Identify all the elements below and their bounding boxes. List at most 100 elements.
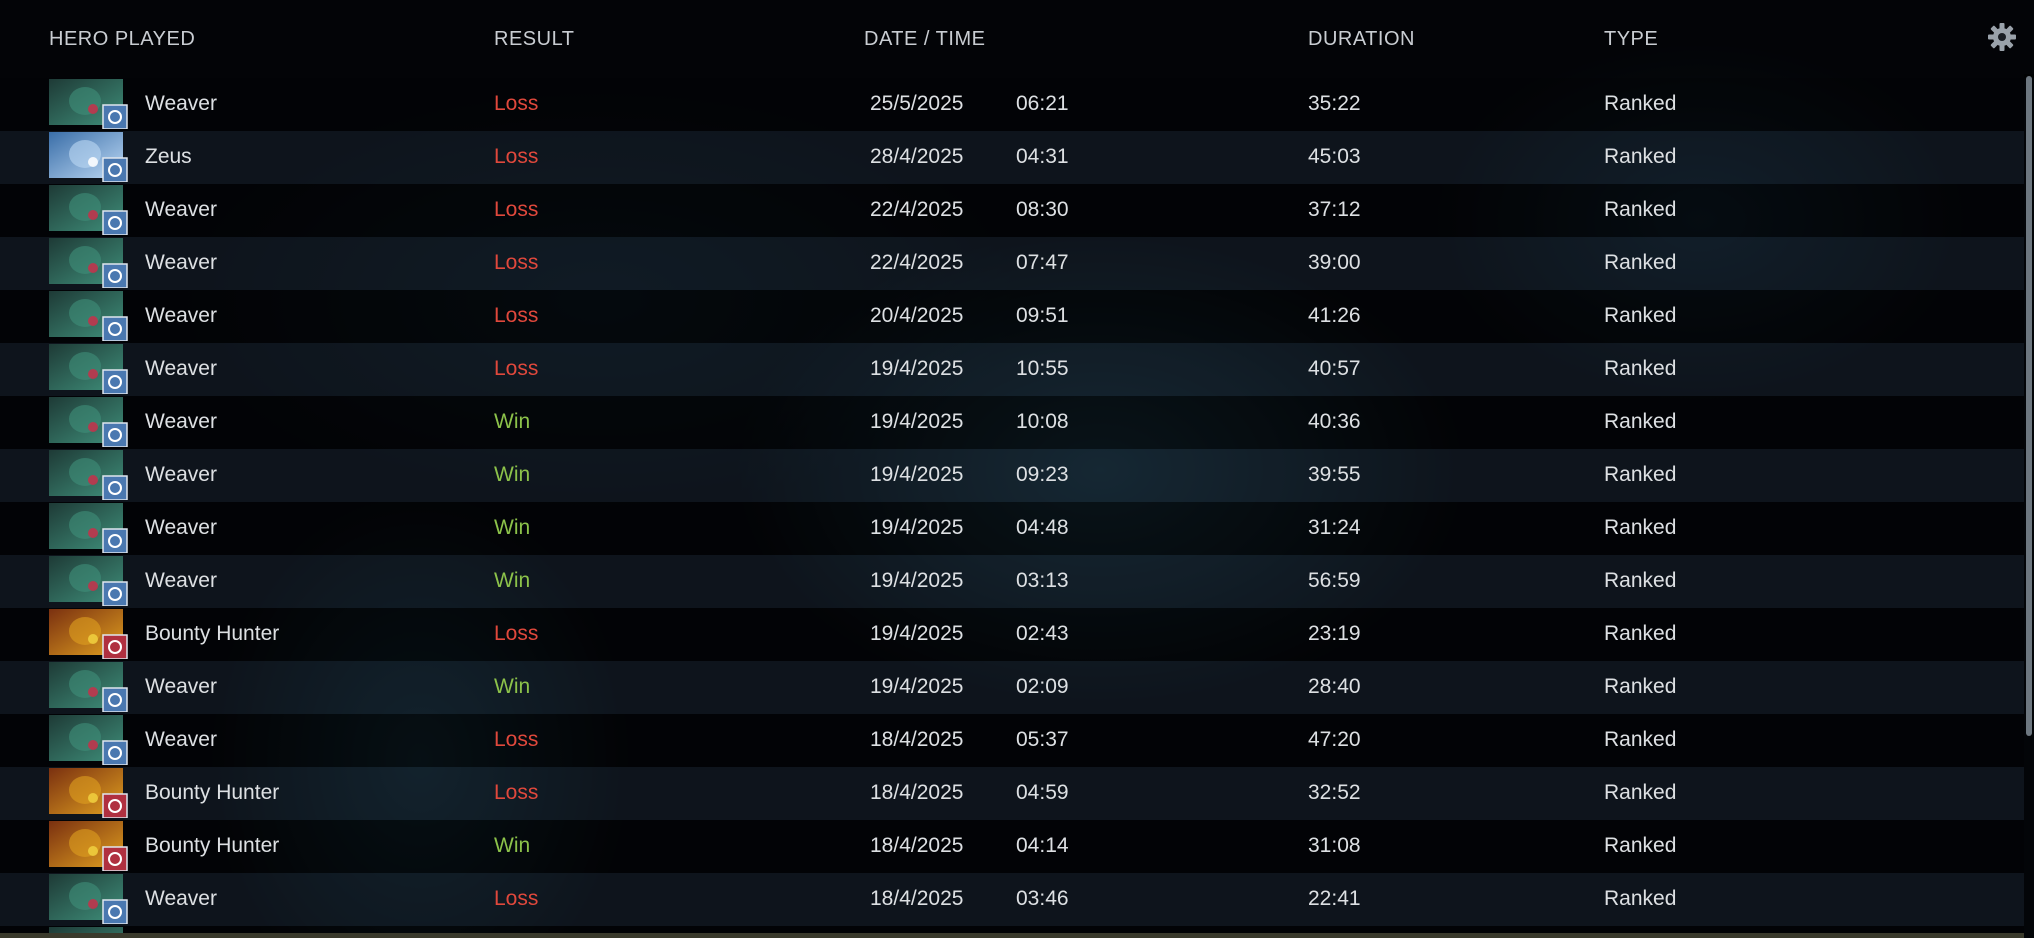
universal-attribute-icon: [102, 157, 128, 182]
match-duration: 40:36: [1308, 410, 1361, 433]
match-result: Loss: [494, 781, 539, 804]
match-time: 06:21: [1016, 92, 1069, 115]
intelligence-attribute-icon: [102, 263, 128, 288]
hero-portrait: [49, 397, 128, 447]
match-date: 19/4/2025: [870, 675, 964, 698]
match-date: 22/4/2025: [870, 198, 964, 221]
table-row[interactable]: Weaver Win 19/4/2025 04:48 31:24 Ranked: [0, 502, 2024, 555]
match-time: 02:09: [1016, 675, 1069, 698]
match-type: Ranked: [1604, 92, 1677, 115]
table-row[interactable]: Weaver Loss 18/4/2025 05:37 47:20 Ranked: [0, 714, 2024, 767]
intelligence-attribute-icon: [102, 316, 128, 341]
hero-name: Bounty Hunter: [145, 781, 280, 804]
match-time: 04:14: [1016, 834, 1069, 857]
hero-portrait: [49, 821, 128, 871]
match-time: 07:47: [1016, 251, 1069, 274]
match-result: Loss: [494, 357, 539, 380]
table-header: HERO PLAYED RESULT DATE / TIME DURATION …: [0, 0, 2034, 78]
match-duration: 37:12: [1308, 198, 1361, 221]
match-time: 03:13: [1016, 569, 1069, 592]
hero-portrait: [49, 132, 128, 182]
intelligence-attribute-icon: [102, 475, 128, 500]
match-duration: 28:40: [1308, 675, 1361, 698]
match-date: 19/4/2025: [870, 463, 964, 486]
table-row[interactable]: Weaver Win 19/4/2025 10:08 40:36 Ranked: [0, 396, 2024, 449]
hero-portrait: [49, 79, 128, 129]
intelligence-attribute-icon: [102, 210, 128, 235]
match-type: Ranked: [1604, 569, 1677, 592]
hero-portrait: [49, 609, 128, 659]
column-header-type[interactable]: TYPE: [1604, 28, 1659, 50]
hero-name: Weaver: [145, 92, 217, 115]
table-row[interactable]: Weaver Loss 18/4/2025 03:46 22:41 Ranked: [0, 873, 2024, 926]
gear-icon[interactable]: [1987, 22, 2017, 52]
match-result: Win: [494, 410, 531, 433]
table-row[interactable]: Bounty Hunter Loss 19/4/2025 02:43 23:19 Rank…: [0, 608, 2024, 661]
match-date: 18/4/2025: [870, 781, 964, 804]
match-result: Loss: [494, 198, 539, 221]
table-row[interactable]: Bounty Hunter Loss 18/4/2025 04:59 32:52 Rank…: [0, 767, 2024, 820]
match-duration: 41:26: [1308, 304, 1361, 327]
match-duration: 31:08: [1308, 834, 1361, 857]
match-result: Loss: [494, 92, 539, 115]
column-header-result[interactable]: RESULT: [494, 28, 575, 50]
match-date: 19/4/2025: [870, 410, 964, 433]
intelligence-attribute-icon: [102, 104, 128, 129]
match-type: Ranked: [1604, 304, 1677, 327]
match-result: Win: [494, 569, 531, 592]
match-result: Win: [494, 834, 531, 857]
match-date: 28/4/2025: [870, 145, 964, 168]
scrollbar-thumb[interactable]: [2026, 76, 2032, 736]
match-time: 08:30: [1016, 198, 1069, 221]
match-date: 18/4/2025: [870, 887, 964, 910]
hero-portrait: [49, 503, 128, 553]
hero-portrait: [49, 450, 128, 500]
match-duration: 23:19: [1308, 622, 1361, 645]
match-time: 03:46: [1016, 887, 1069, 910]
match-type: Ranked: [1604, 728, 1677, 751]
table-row[interactable]: Weaver Loss 20/4/2025 09:51 41:26 Ranked: [0, 290, 2024, 343]
match-duration: 31:24: [1308, 516, 1361, 539]
table-row[interactable]: Weaver Loss 25/5/2025 06:21 35:22 Ranked: [0, 78, 2024, 131]
agility-attribute-icon: [102, 793, 128, 818]
match-type: Ranked: [1604, 781, 1677, 804]
hero-name: Weaver: [145, 728, 217, 751]
match-date: 19/4/2025: [870, 622, 964, 645]
column-header-hero[interactable]: HERO PLAYED: [49, 28, 196, 50]
match-time: 10:08: [1016, 410, 1069, 433]
bottom-edge: [0, 933, 2024, 938]
match-result: Loss: [494, 622, 539, 645]
table-row[interactable]: Weaver Win 19/4/2025 09:23 39:55 Ranked: [0, 449, 2024, 502]
hero-portrait: [49, 238, 128, 288]
table-row[interactable]: Zeus Loss 28/4/2025 04:31 45:03 Ranked: [0, 131, 2024, 184]
table-row[interactable]: Bounty Hunter Win 18/4/2025 04:14 31:08 Ranke…: [0, 820, 2024, 873]
table-row[interactable]: Weaver Win 19/4/2025 02:09 28:40 Ranked: [0, 661, 2024, 714]
match-type: Ranked: [1604, 887, 1677, 910]
hero-name: Weaver: [145, 887, 217, 910]
intelligence-attribute-icon: [102, 899, 128, 924]
match-type: Ranked: [1604, 675, 1677, 698]
match-date: 25/5/2025: [870, 92, 964, 115]
table-row[interactable]: Weaver Win 19/4/2025 03:13 56:59 Ranked: [0, 555, 2024, 608]
column-header-duration[interactable]: DURATION: [1308, 28, 1415, 50]
hero-portrait: [49, 344, 128, 394]
match-duration: 40:57: [1308, 357, 1361, 380]
match-date: 20/4/2025: [870, 304, 964, 327]
match-type: Ranked: [1604, 198, 1677, 221]
hero-name: Weaver: [145, 463, 217, 486]
match-result: Loss: [494, 304, 539, 327]
match-type: Ranked: [1604, 516, 1677, 539]
table-row[interactable]: Weaver Loss 22/4/2025 08:30 37:12 Ranked: [0, 184, 2024, 237]
table-row[interactable]: Weaver Loss 22/4/2025 07:47 39:00 Ranked: [0, 237, 2024, 290]
match-type: Ranked: [1604, 463, 1677, 486]
hero-portrait: [49, 874, 128, 924]
match-result: Loss: [494, 728, 539, 751]
match-list: Weaver Loss 25/5/2025 06:21 35:22 Ranked Zeus L…: [0, 78, 2024, 938]
match-time: 04:31: [1016, 145, 1069, 168]
table-row[interactable]: Weaver Loss 19/4/2025 10:55 40:57 Ranked: [0, 343, 2024, 396]
match-duration: 22:41: [1308, 887, 1361, 910]
match-result: Loss: [494, 887, 539, 910]
hero-name: Zeus: [145, 145, 192, 168]
column-header-datetime[interactable]: DATE / TIME: [864, 28, 986, 50]
hero-portrait: [49, 768, 128, 818]
